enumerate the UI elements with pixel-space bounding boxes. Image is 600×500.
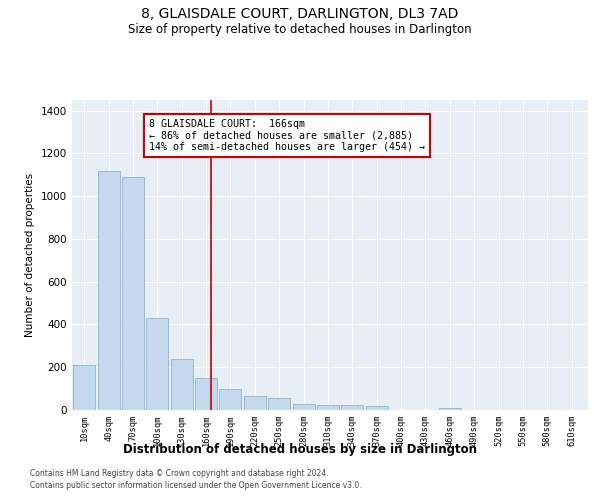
Text: Size of property relative to detached houses in Darlington: Size of property relative to detached ho…: [128, 22, 472, 36]
Text: 8, GLAISDALE COURT, DARLINGTON, DL3 7AD: 8, GLAISDALE COURT, DARLINGTON, DL3 7AD: [142, 8, 458, 22]
Bar: [146, 318, 168, 410]
Bar: [195, 378, 217, 410]
Bar: [122, 177, 144, 410]
Text: Distribution of detached houses by size in Darlington: Distribution of detached houses by size …: [123, 442, 477, 456]
Bar: [268, 398, 290, 410]
Bar: [220, 388, 241, 410]
Bar: [244, 396, 266, 410]
Bar: [73, 365, 95, 410]
Text: Contains public sector information licensed under the Open Government Licence v3: Contains public sector information licen…: [30, 481, 362, 490]
Bar: [98, 170, 119, 410]
Bar: [366, 406, 388, 410]
Text: Contains HM Land Registry data © Crown copyright and database right 2024.: Contains HM Land Registry data © Crown c…: [30, 468, 329, 477]
Bar: [341, 404, 364, 410]
Bar: [317, 404, 339, 410]
Bar: [439, 408, 461, 410]
Y-axis label: Number of detached properties: Number of detached properties: [25, 173, 35, 337]
Text: 8 GLAISDALE COURT:  166sqm
← 86% of detached houses are smaller (2,885)
14% of s: 8 GLAISDALE COURT: 166sqm ← 86% of detac…: [149, 119, 425, 152]
Bar: [293, 404, 314, 410]
Bar: [171, 358, 193, 410]
